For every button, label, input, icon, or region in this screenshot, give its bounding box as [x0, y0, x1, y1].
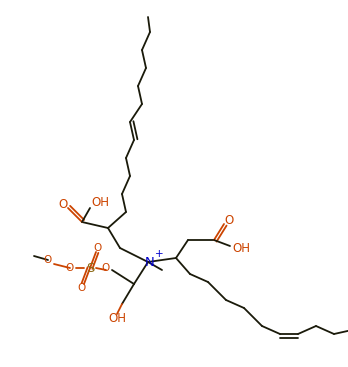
Text: S: S [86, 262, 94, 275]
Text: OH: OH [91, 196, 109, 208]
Text: N: N [145, 257, 155, 269]
Text: O: O [78, 283, 86, 293]
Text: O: O [44, 255, 52, 265]
Text: O: O [58, 197, 68, 211]
Text: OH: OH [108, 312, 126, 324]
Text: O: O [224, 214, 234, 226]
Text: O: O [102, 263, 110, 273]
Text: O: O [94, 243, 102, 253]
Text: O: O [66, 263, 74, 273]
Text: OH: OH [232, 241, 250, 254]
Text: +: + [155, 249, 163, 259]
